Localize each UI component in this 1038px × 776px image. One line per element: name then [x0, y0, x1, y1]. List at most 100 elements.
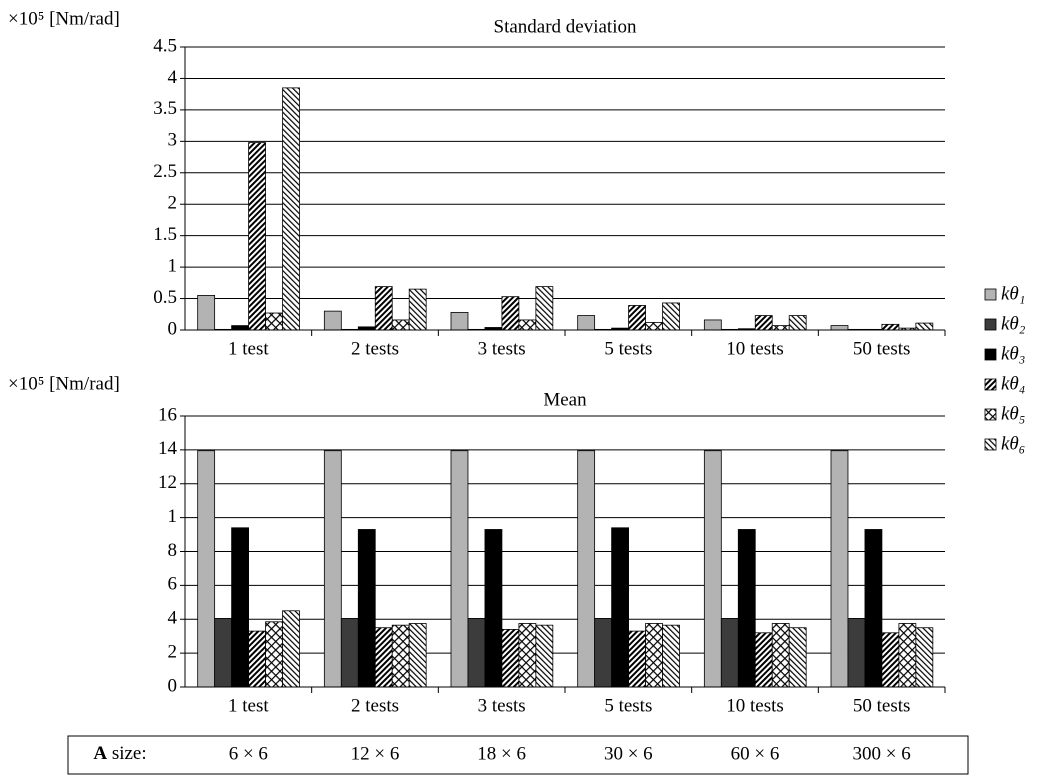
bar	[577, 450, 596, 688]
bar	[864, 529, 883, 688]
bar	[847, 618, 866, 688]
x-tick-label: 1 test	[228, 338, 269, 359]
bar	[788, 315, 807, 331]
table-label: A size:	[93, 743, 146, 764]
bar	[611, 527, 629, 688]
y-tick-label: 2.5	[153, 161, 177, 182]
bar	[323, 450, 342, 688]
bar	[501, 629, 520, 688]
bar	[282, 610, 300, 688]
bar	[357, 529, 376, 688]
bar	[374, 627, 393, 688]
x-tick-label: 2 tests	[351, 695, 399, 716]
table-cell: 300 × 6	[853, 743, 911, 764]
x-tick-label: 50 tests	[853, 695, 911, 716]
bar	[628, 305, 646, 331]
bar	[915, 627, 934, 688]
bar	[898, 623, 917, 688]
legend-label: kθ₁	[1001, 283, 1025, 304]
bar	[374, 286, 393, 331]
bar	[594, 618, 613, 688]
bar	[535, 286, 554, 331]
y-tick-label: 2	[168, 193, 178, 214]
table-cell: 60 × 6	[731, 743, 780, 764]
bar	[662, 302, 680, 331]
y-tick-label: 0	[168, 675, 178, 696]
bar	[518, 623, 537, 688]
bar	[231, 527, 249, 688]
table-cell: 30 × 6	[604, 743, 653, 764]
y-tick-label: 0.5	[153, 287, 177, 308]
y-tick-label: 16	[158, 404, 177, 425]
bar	[323, 310, 342, 331]
legend-swatch	[984, 408, 997, 421]
bar	[231, 325, 249, 331]
bar	[450, 311, 469, 331]
bar	[408, 623, 427, 688]
bar	[645, 623, 663, 688]
bar	[265, 621, 283, 688]
bar	[881, 632, 900, 688]
y-axis-label: ×10⁵ [Nm/rad]	[8, 8, 120, 29]
legend-swatch	[984, 318, 997, 331]
bar	[408, 288, 427, 331]
bar	[248, 142, 266, 331]
bar	[518, 319, 537, 331]
bar	[265, 312, 283, 331]
bar	[830, 450, 849, 688]
table-label-text: size:	[112, 743, 147, 764]
y-tick-label: 6	[168, 574, 178, 595]
x-tick-label: 50 tests	[853, 338, 911, 359]
x-tick-label: 5 tests	[604, 338, 652, 359]
y-tick-label: 4	[168, 67, 178, 88]
bar	[282, 87, 300, 331]
table-cell: 12 × 6	[351, 743, 400, 764]
chart-title: Standard deviation	[494, 16, 637, 37]
y-tick-label: 12	[158, 472, 177, 493]
bar	[340, 618, 359, 688]
y-tick-label: 1.5	[153, 224, 177, 245]
chart-title: Mean	[543, 389, 587, 410]
table-box	[67, 735, 969, 775]
bar	[484, 529, 503, 688]
bar	[703, 450, 722, 688]
bar	[662, 624, 680, 688]
y-tick-label: 0	[168, 318, 178, 339]
y-tick-label: 14	[158, 438, 178, 459]
bar	[197, 450, 216, 688]
y-tick-label: 2	[168, 641, 178, 662]
y-axis-label: ×10⁵ [Nm/rad]	[8, 373, 120, 394]
bar	[754, 632, 773, 688]
x-tick-label: 2 tests	[351, 338, 399, 359]
x-tick-label: 10 tests	[726, 695, 784, 716]
y-tick-label: 8	[168, 540, 178, 561]
bar	[248, 630, 266, 688]
y-tick-label: 3.5	[153, 98, 177, 119]
y-tick-label: 4.5	[153, 35, 177, 56]
table-cell: 6 × 6	[229, 743, 268, 764]
y-tick-label: 3	[168, 130, 178, 151]
bar	[450, 450, 469, 688]
x-tick-label: 10 tests	[726, 338, 784, 359]
legend-swatch	[984, 438, 997, 451]
x-tick-label: 3 tests	[478, 695, 526, 716]
legend-label: kθ₂	[1001, 313, 1026, 334]
y-tick-label: 4	[168, 608, 178, 629]
bar	[197, 295, 216, 331]
bar	[467, 618, 486, 688]
legend-swatch	[984, 288, 997, 301]
legend-label: kθ₄	[1001, 373, 1025, 394]
bar	[788, 627, 807, 688]
bar	[535, 624, 554, 688]
bar	[737, 529, 756, 688]
bar	[754, 315, 773, 331]
legend-label: kθ₃	[1001, 343, 1025, 364]
bar	[771, 623, 790, 688]
bar	[628, 630, 646, 688]
bar	[577, 315, 596, 331]
legend-label: kθ₅	[1001, 403, 1025, 424]
table-label-bold: A	[93, 743, 107, 764]
legend-swatch	[984, 378, 997, 391]
bar	[881, 323, 900, 331]
